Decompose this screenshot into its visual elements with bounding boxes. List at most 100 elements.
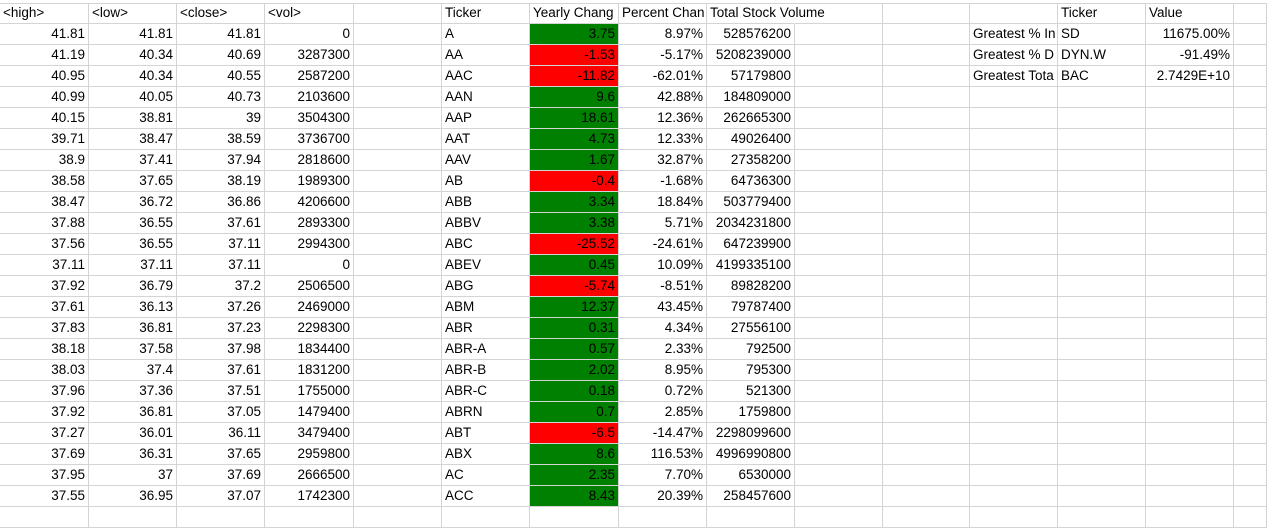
- cell-pct[interactable]: 32.87%: [619, 150, 707, 171]
- cell-low[interactable]: 37.11: [89, 255, 177, 276]
- cell-high[interactable]: 38.9: [0, 150, 89, 171]
- cell-sticker[interactable]: [1058, 129, 1146, 150]
- cell-total[interactable]: 79787400: [707, 297, 795, 318]
- cell-high[interactable]: 37.11: [0, 255, 89, 276]
- cell-sticker[interactable]: [1058, 465, 1146, 486]
- cell-slabel[interactable]: [970, 318, 1058, 339]
- cell-b3[interactable]: [883, 255, 970, 276]
- yearly-change-cell[interactable]: 3.34: [530, 192, 619, 213]
- cell-high[interactable]: 40.95: [0, 66, 89, 87]
- yearly-change-cell[interactable]: -5.74: [530, 276, 619, 297]
- cell-b4[interactable]: [1234, 339, 1267, 360]
- cell-high[interactable]: 37.61: [0, 297, 89, 318]
- summary-ticker-cell[interactable]: DYN.W: [1058, 45, 1146, 66]
- cell-vol[interactable]: 2994300: [265, 234, 354, 255]
- cell-slabel[interactable]: [970, 297, 1058, 318]
- cell-close[interactable]: 37.23: [177, 318, 265, 339]
- cell-svalue[interactable]: [1146, 276, 1234, 297]
- summary-ticker-cell[interactable]: BAC: [1058, 66, 1146, 87]
- cell-b4[interactable]: [1234, 402, 1267, 423]
- cell-b4[interactable]: [1234, 444, 1267, 465]
- cell-sticker[interactable]: [1058, 255, 1146, 276]
- ticker-cell[interactable]: ACC: [442, 486, 530, 507]
- cell-close[interactable]: 37.11: [177, 255, 265, 276]
- cell-total[interactable]: 1759800: [707, 402, 795, 423]
- cell-b2[interactable]: [795, 360, 883, 381]
- cell-sticker[interactable]: [1058, 402, 1146, 423]
- ticker-cell[interactable]: ABR-C: [442, 381, 530, 402]
- cell-low[interactable]: 40.34: [89, 66, 177, 87]
- cell-pct[interactable]: -5.17%: [619, 45, 707, 66]
- cell-slabel[interactable]: [970, 150, 1058, 171]
- yearly-change-cell[interactable]: -0.4: [530, 171, 619, 192]
- cell-svalue[interactable]: [1146, 150, 1234, 171]
- cell-b2[interactable]: [795, 486, 883, 507]
- cell-low[interactable]: 36.72: [89, 192, 177, 213]
- cell-blank1[interactable]: [354, 465, 442, 486]
- cell-b3[interactable]: [883, 213, 970, 234]
- cell-blank1[interactable]: [354, 276, 442, 297]
- cell-b4[interactable]: [1234, 45, 1267, 66]
- yearly-change-cell[interactable]: -1.53: [530, 45, 619, 66]
- cell-sticker[interactable]: [1058, 339, 1146, 360]
- cell-svalue[interactable]: [1146, 444, 1234, 465]
- summary-value-cell[interactable]: 2.7429E+10: [1146, 66, 1234, 87]
- ticker-cell[interactable]: ABM: [442, 297, 530, 318]
- yearly-change-cell[interactable]: -11.82: [530, 66, 619, 87]
- cell-b4[interactable]: [1234, 297, 1267, 318]
- cell-high[interactable]: 37.56: [0, 234, 89, 255]
- cell-slabel[interactable]: [970, 444, 1058, 465]
- cell-b2[interactable]: [795, 339, 883, 360]
- cell-b4[interactable]: [1234, 360, 1267, 381]
- cell-total[interactable]: 27358200: [707, 150, 795, 171]
- cell-sticker[interactable]: [1058, 276, 1146, 297]
- yearly-change-cell[interactable]: 4.73: [530, 129, 619, 150]
- cell-close[interactable]: 37.65: [177, 444, 265, 465]
- cell-total[interactable]: 6530000: [707, 465, 795, 486]
- cell-low[interactable]: 37.65: [89, 171, 177, 192]
- ticker-cell[interactable]: AAC: [442, 66, 530, 87]
- yearly-change-cell[interactable]: 3.38: [530, 213, 619, 234]
- cell-high[interactable]: 38.58: [0, 171, 89, 192]
- ticker-cell[interactable]: ABB: [442, 192, 530, 213]
- yearly-change-cell[interactable]: 2.02: [530, 360, 619, 381]
- cell-low[interactable]: 36.31: [89, 444, 177, 465]
- cell-b2[interactable]: [795, 45, 883, 66]
- cell-blank1[interactable]: [354, 150, 442, 171]
- yearly-change-cell[interactable]: 2.35: [530, 465, 619, 486]
- yearly-change-cell[interactable]: -25.52: [530, 234, 619, 255]
- cell-vol[interactable]: [265, 507, 354, 528]
- cell-pct[interactable]: 12.36%: [619, 108, 707, 129]
- header-cell-b4[interactable]: [1234, 3, 1267, 24]
- cell-b2[interactable]: [795, 150, 883, 171]
- cell-svalue[interactable]: [1146, 339, 1234, 360]
- cell-pct[interactable]: 0.72%: [619, 381, 707, 402]
- cell-slabel[interactable]: [970, 276, 1058, 297]
- ticker-cell[interactable]: ABR-B: [442, 360, 530, 381]
- ticker-cell[interactable]: ABR-A: [442, 339, 530, 360]
- cell-b4[interactable]: [1234, 465, 1267, 486]
- cell-svalue[interactable]: [1146, 423, 1234, 444]
- cell-low[interactable]: 36.81: [89, 318, 177, 339]
- ticker-cell[interactable]: ABT: [442, 423, 530, 444]
- cell-pct[interactable]: -62.01%: [619, 66, 707, 87]
- cell-total[interactable]: 184809000: [707, 87, 795, 108]
- cell-b4[interactable]: [1234, 234, 1267, 255]
- cell-high[interactable]: 40.15: [0, 108, 89, 129]
- cell-close[interactable]: 36.11: [177, 423, 265, 444]
- cell-svalue[interactable]: [1146, 87, 1234, 108]
- cell-blank1[interactable]: [354, 381, 442, 402]
- cell-b3[interactable]: [883, 318, 970, 339]
- cell-high[interactable]: 38.18: [0, 339, 89, 360]
- cell-slabel[interactable]: [970, 486, 1058, 507]
- cell-vol[interactable]: 2298300: [265, 318, 354, 339]
- cell-svalue[interactable]: [1146, 129, 1234, 150]
- cell-b4[interactable]: [1234, 171, 1267, 192]
- cell-high[interactable]: 41.19: [0, 45, 89, 66]
- cell-total[interactable]: 503779400: [707, 192, 795, 213]
- cell-slabel[interactable]: [970, 381, 1058, 402]
- header-cell-yearly[interactable]: Yearly Chang: [530, 3, 619, 24]
- cell-b3[interactable]: [883, 66, 970, 87]
- ticker-cell[interactable]: A: [442, 24, 530, 45]
